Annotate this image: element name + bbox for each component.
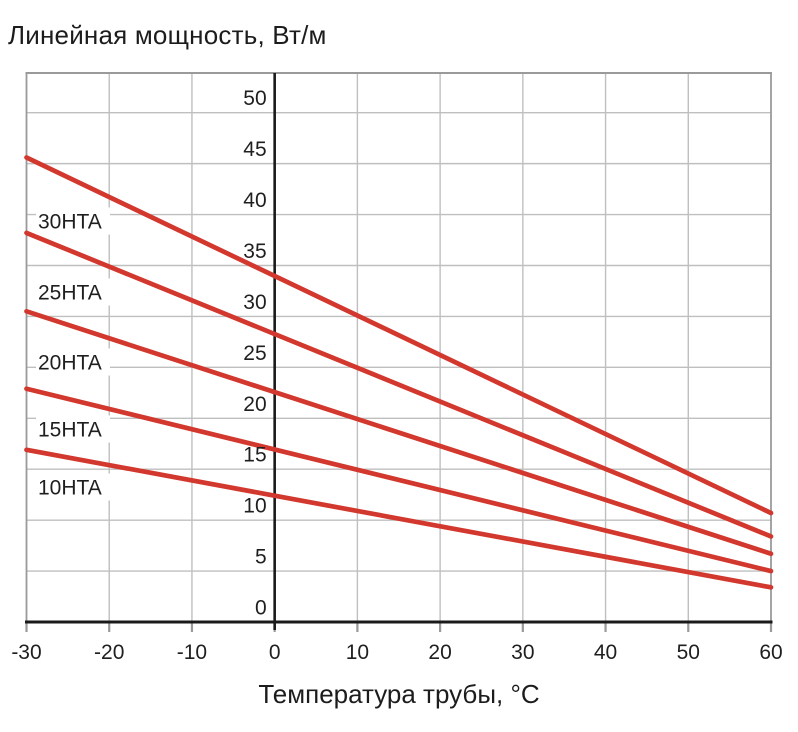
y-tick-label: 5: [255, 546, 267, 569]
series-line-10HTA: [24, 447, 774, 590]
series-label: 25HTA: [38, 282, 102, 305]
series-label-mask: [36, 473, 110, 501]
y-tick-label: 10: [243, 495, 266, 518]
series-label: 15HTA: [38, 419, 102, 442]
y-tick-label: 25: [243, 342, 266, 365]
series-label-mask: [36, 278, 110, 306]
y-tick-label: 45: [243, 138, 266, 161]
x-axis-title: Температура трубы, °C: [258, 679, 540, 709]
series-label-mask: [36, 415, 110, 443]
x-tick-label: 60: [759, 641, 782, 664]
series-line-25HTA: [24, 230, 774, 539]
y-tick-label: 30: [243, 291, 266, 314]
chart-title: Линейная мощность, Вт/м: [8, 20, 327, 50]
y-tick-label: 0: [255, 597, 267, 620]
series-label: 10HTA: [38, 477, 102, 500]
series-line-15HTA: [24, 386, 774, 574]
x-tick-label: 20: [428, 641, 451, 664]
series-line-20HTA: [24, 308, 774, 557]
x-tick-label: 0: [269, 641, 281, 664]
x-tick-label: -30: [11, 641, 41, 664]
series-label: 30HTA: [38, 211, 102, 234]
x-tick-label: -10: [177, 641, 207, 664]
y-tick-label: 40: [243, 189, 266, 212]
x-tick-label: -20: [94, 641, 124, 664]
x-tick-label: 10: [346, 641, 369, 664]
x-tick-label: 40: [594, 641, 617, 664]
x-tick-label: 50: [677, 641, 700, 664]
y-tick-label: 20: [243, 393, 266, 416]
y-tick-label: 50: [243, 87, 266, 110]
y-tick-label: 15: [243, 444, 266, 467]
series-label-mask: [36, 348, 110, 376]
y-tick-label: 35: [243, 240, 266, 263]
series-label-mask: [36, 207, 110, 235]
x-tick-label: 30: [511, 641, 534, 664]
series-line-30HTA: [24, 155, 774, 516]
series-label: 20HTA: [38, 352, 102, 375]
